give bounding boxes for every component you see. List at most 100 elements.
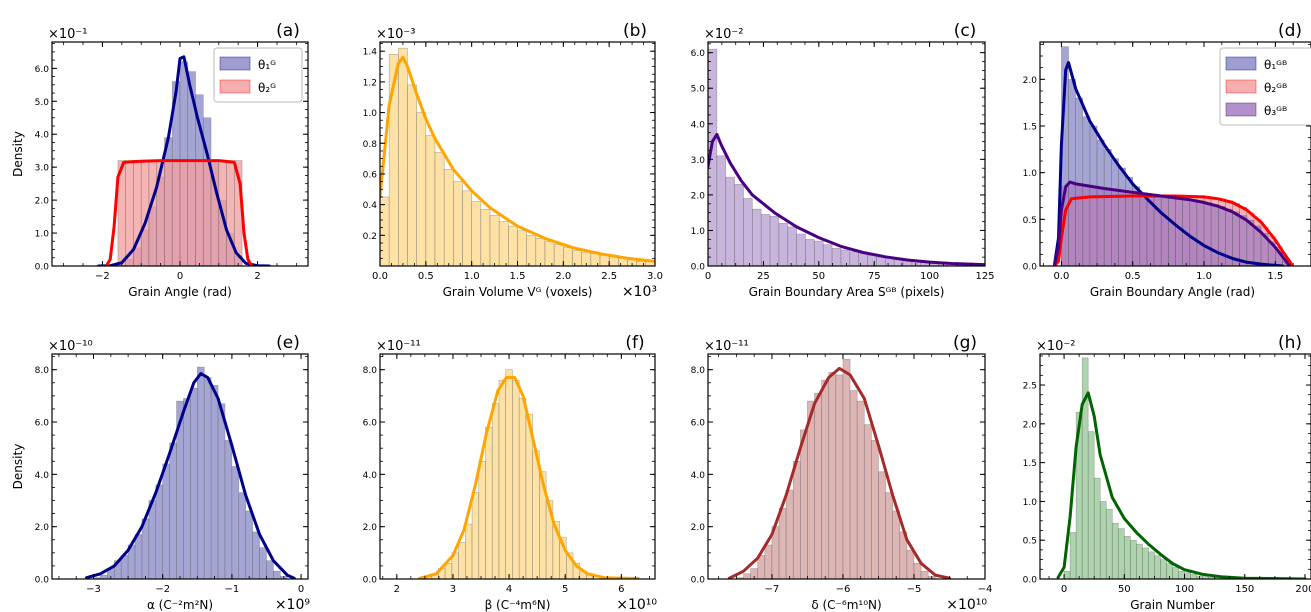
y-tick-label: 1.0	[1023, 498, 1038, 508]
legend: θ₁ᴳᴮ θ₂ᴳᴮ θ₃ᴳᴮ	[1219, 47, 1311, 126]
histogram-bar	[491, 403, 500, 579]
y-tick-label: 4.0	[35, 471, 50, 481]
panel-b: 0.0 0.5 1.0 1.5 2.0 2.5 3.0 0.2 0.4 0.6 0.8 1.0 1.2 1…	[363, 21, 663, 300]
histogram-bar	[224, 440, 233, 579]
histogram-bar	[1148, 551, 1155, 579]
density-curve	[417, 376, 640, 579]
histogram-bar	[1096, 187, 1105, 266]
plot-frame	[1039, 41, 1311, 267]
ticks	[379, 42, 656, 267]
y-tick-label: 5.0	[691, 85, 706, 95]
histogram-bar	[764, 544, 773, 579]
density-curve	[1056, 391, 1307, 579]
x-tick-label: 2.0	[555, 271, 571, 282]
histogram-bar	[906, 549, 915, 579]
x-tick-label: 1.0	[1196, 271, 1212, 282]
histogram-bar	[828, 372, 837, 579]
histogram-bar	[778, 508, 787, 579]
plot-area	[380, 47, 655, 266]
x-tick-label: 0.5	[1125, 271, 1141, 282]
histogram-bar	[821, 379, 830, 579]
legend-swatch	[1225, 79, 1257, 94]
histogram-bar	[407, 84, 417, 266]
histogram-bar	[1184, 572, 1191, 579]
legend-swatch	[219, 56, 251, 71]
histogram-bar	[518, 398, 527, 579]
histogram-bar	[849, 390, 858, 579]
histogram-bar	[1125, 191, 1134, 266]
histogram-bar	[1063, 570, 1071, 579]
histogram-bar	[1142, 547, 1149, 579]
x-tick-label: 0.0	[372, 271, 388, 282]
y-tick-label: 1.0	[35, 230, 50, 240]
x-axis-label: Grain Volume Vᴳ (voxels)	[443, 285, 593, 299]
histogram-bar	[725, 176, 735, 266]
y-tick-label: 6.0	[35, 65, 50, 75]
series-1	[736, 358, 936, 579]
y-tick-label: 0.0	[691, 263, 706, 273]
x-tick-label: 50	[1118, 584, 1131, 595]
y-tick-label: 0.0	[691, 576, 706, 586]
y-axis-label: Density	[11, 444, 25, 490]
histogram-bar	[202, 160, 212, 266]
ticks	[52, 354, 308, 580]
histogram-bar	[141, 518, 150, 579]
x-tick-label: −5	[907, 584, 922, 595]
histogram-bar	[535, 238, 546, 266]
x-tick-label: 1.5	[1267, 271, 1283, 282]
y-tick-label: 0.0	[1023, 576, 1038, 586]
histogram-bar	[444, 563, 453, 579]
histogram-bar	[398, 47, 408, 266]
y-tick-label: 2.0	[363, 523, 378, 533]
x-tick-label: 2	[254, 271, 260, 282]
x-tick-label: −2	[155, 584, 170, 595]
histogram-bar	[471, 201, 482, 266]
histogram-bar	[1130, 539, 1137, 579]
histogram-bar	[388, 53, 399, 266]
histogram-bar	[532, 450, 540, 579]
x-tick-label: 5	[562, 584, 568, 595]
x-tick-label: 2.5	[601, 271, 617, 282]
histogram-bar	[273, 570, 281, 579]
legend-label: θ₁ᴳᴮ	[1264, 58, 1287, 72]
y-multiplier: ×10⁻¹⁰	[48, 339, 93, 354]
histogram-bar	[1196, 200, 1205, 266]
histogram-bar	[458, 542, 466, 579]
histogram-bar	[750, 568, 759, 579]
panel-g: −7 −6 −5 −4 0.0 2.0 4.0 6.0 8.0 δ (C⁻⁶m¹⁰N) ×10⁻¹¹…	[691, 333, 993, 612]
panel-label: (e)	[276, 333, 300, 353]
histogram-bar	[1168, 196, 1176, 266]
panel-label: (g)	[953, 333, 977, 353]
density-curve	[104, 159, 254, 266]
y-tick-label: 2.0	[691, 523, 706, 533]
histogram-bar	[1178, 570, 1185, 579]
x-tick-label: 0.0	[1053, 271, 1069, 282]
density-curve	[727, 366, 951, 579]
histogram-bar	[1139, 192, 1148, 266]
histogram-bar	[743, 573, 751, 579]
histogram-bar	[876, 256, 886, 266]
y-tick-label: 0.8	[363, 140, 378, 150]
histogram-bar	[1081, 357, 1089, 579]
x-tick-label: −3	[86, 584, 101, 595]
histogram-bar	[743, 198, 753, 266]
x-multiplier: ×10¹⁰	[946, 597, 987, 612]
x-tick-label: 0	[1061, 584, 1067, 595]
histogram-bar	[1217, 205, 1226, 266]
x-tick-label: −2	[95, 271, 110, 282]
histogram-bar	[1093, 477, 1101, 579]
histogram-bar	[465, 523, 473, 579]
y-tick-label: 1.0	[1023, 169, 1038, 179]
x-tick-label: 0	[177, 271, 183, 282]
x-tick-label: 25	[757, 271, 770, 282]
x-tick-label: −1	[225, 584, 240, 595]
histogram-bar	[769, 215, 780, 266]
histogram-bar	[512, 379, 520, 579]
x-tick-label: 3.0	[647, 271, 663, 282]
y-tick-label: 2.5	[1023, 382, 1037, 392]
histogram-bar	[231, 466, 240, 579]
histogram-bar	[505, 369, 513, 579]
histogram-bar	[155, 484, 164, 579]
plot-area	[1056, 357, 1307, 579]
histogram-bar	[517, 230, 527, 266]
